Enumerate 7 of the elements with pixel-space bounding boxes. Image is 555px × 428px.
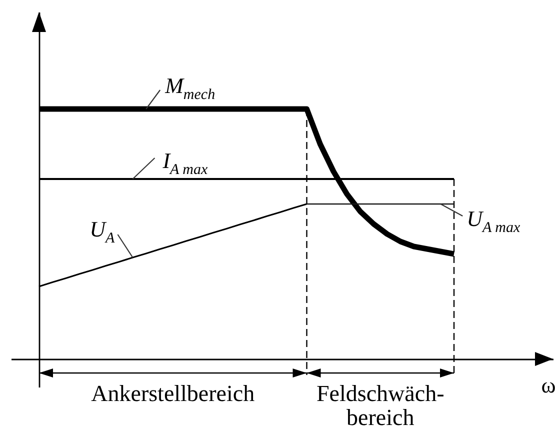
x-axis-title: ω xyxy=(541,372,555,398)
series-label: U$_{A}$ xyxy=(90,216,116,247)
text: Feldschwäch- bereich xyxy=(316,381,444,428)
series-label: U$_{A max}$ xyxy=(466,206,520,236)
series-label: M$_{mech}$ xyxy=(164,73,216,104)
text: Ankerstellbereich xyxy=(91,381,256,406)
series-label: I$_{A max}$ xyxy=(162,148,208,178)
